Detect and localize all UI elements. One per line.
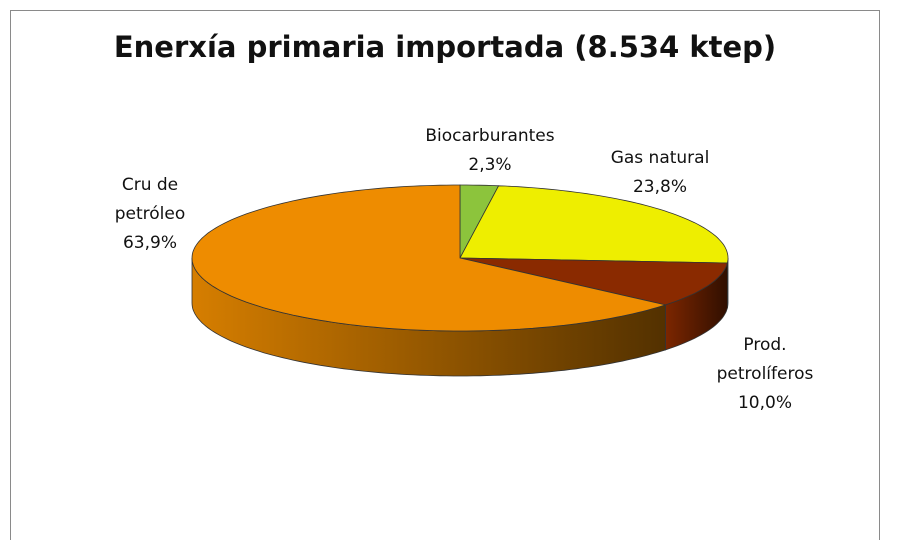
slice-value-label: 23,8% xyxy=(632,177,688,197)
slice-label: Gas natural xyxy=(610,148,710,168)
chart-frame xyxy=(10,10,880,540)
slice xyxy=(191,184,667,332)
slice-value-label: 10,0% xyxy=(737,393,793,413)
slice-label: Biocarburantes xyxy=(425,126,555,146)
slice-value-label: 63,9% xyxy=(122,233,178,253)
chart-title: Enerxía primaria importada (8.534 ktep) xyxy=(113,30,777,64)
slice-label: Cru de petróleo xyxy=(114,175,186,224)
slice-value-label: 2,3% xyxy=(468,155,512,175)
slice-label: Prod. petrolíferos xyxy=(716,335,814,384)
slice xyxy=(459,185,729,264)
slice xyxy=(459,257,728,306)
